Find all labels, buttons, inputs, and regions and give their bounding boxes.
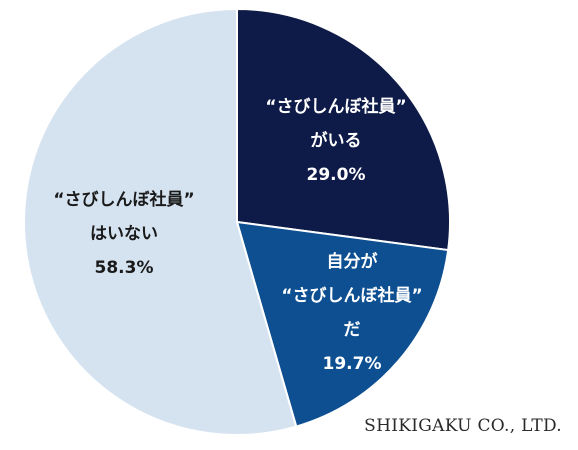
pie-slice-1 (236, 8, 451, 252)
pie-slice-label-line: 19.7% (323, 354, 382, 374)
pie-slice-label-line: 58.3% (95, 258, 154, 278)
pie-slices (23, 8, 451, 436)
pie-slice-label-line: がいる (311, 130, 362, 151)
pie-slice-label-line: だ (344, 320, 361, 340)
pie-slice-label-line: はいない (90, 224, 158, 244)
pie-slice-label-line: “さびしんぼ社員” (53, 189, 194, 210)
pie-slice-label-3: “さびしんぼ社員” はいない 58.3% (53, 189, 194, 278)
pie-slice-2 (236, 221, 450, 428)
pie-slice-label-line: “さびしんぼ社員” (265, 96, 406, 117)
pie-slice-label-1: “さびしんぼ社員” がいる 29.0% (265, 96, 406, 185)
pie-slice-label-line: 自分が (327, 251, 378, 272)
pie-slice-label-2: 自分が “さびしんぼ社員” だ 19.7% (281, 251, 422, 374)
company-credit: SHIKIGAKU CO., LTD. (364, 416, 562, 436)
pie-slice-label-line: 29.0% (307, 165, 366, 185)
pie-slice-label-line: “さびしんぼ社員” (281, 285, 422, 306)
pie-slice-3 (23, 8, 298, 436)
pie-labels: “さびしんぼ社員” がいる 29.0% 自分が “さびしんぼ社員” だ 19.7% “さびしん… (53, 96, 422, 374)
